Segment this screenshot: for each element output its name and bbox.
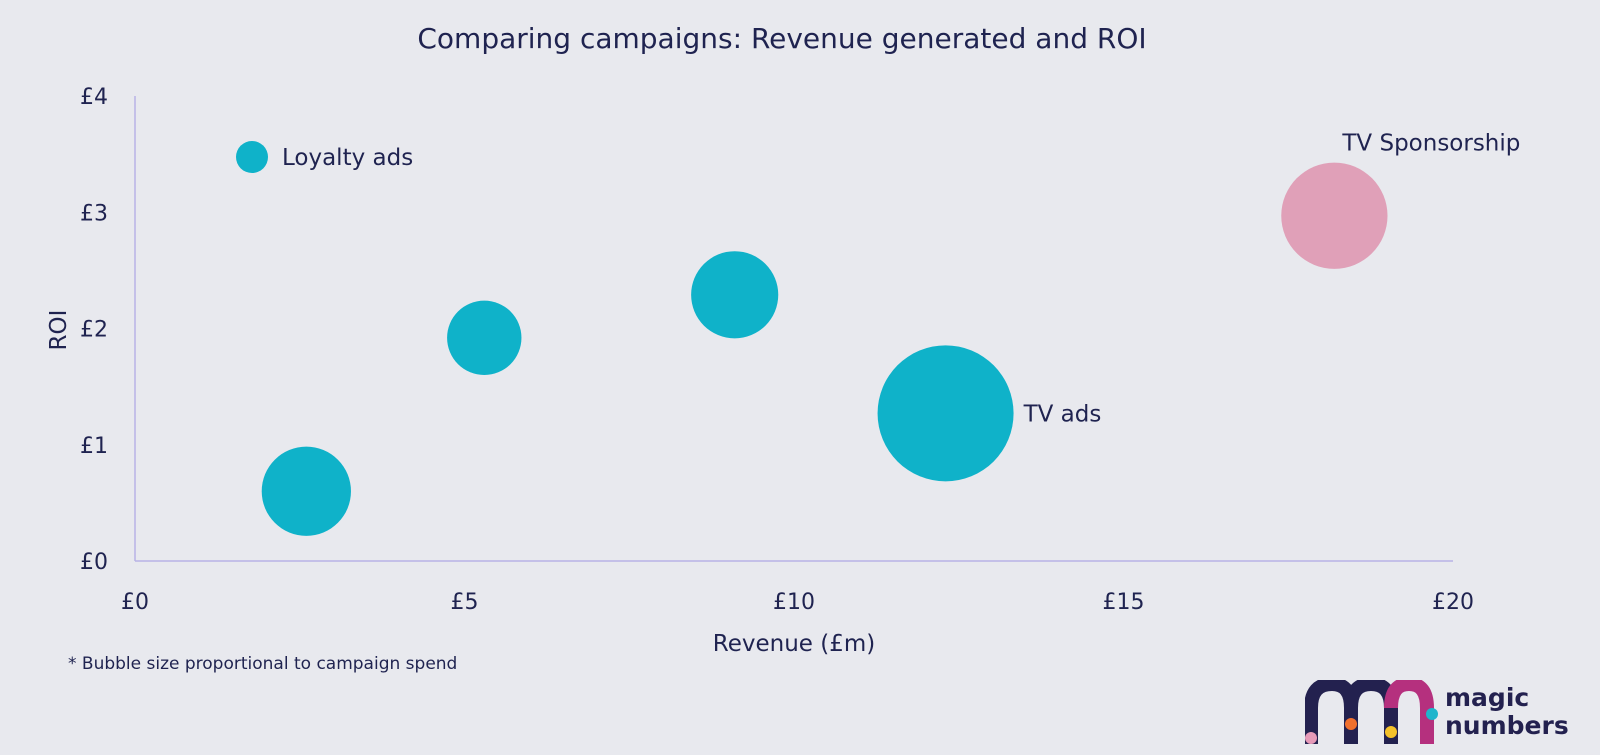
legend-swatch-loyalty-ads bbox=[236, 141, 268, 173]
logo-line-2: numbers bbox=[1445, 711, 1569, 740]
bubble-label-tv-ads: TV ads bbox=[1023, 401, 1102, 427]
logo-line-1: magic bbox=[1445, 683, 1530, 712]
y-axis-label: ROI bbox=[46, 310, 72, 351]
logo-wordmark: magic numbers bbox=[1445, 684, 1569, 740]
x-axis-label: Revenue (£m) bbox=[713, 631, 875, 657]
y-ticks: £0 £1 £2 £3 £4 bbox=[80, 85, 108, 575]
x-tick-label: £15 bbox=[1103, 590, 1145, 615]
bubble-campaign-c bbox=[691, 251, 779, 339]
bubble-tv-sponsorship bbox=[1281, 162, 1388, 269]
magic-numbers-logo-mark bbox=[1304, 676, 1438, 744]
magic-numbers-logo: magic numbers bbox=[1304, 676, 1595, 750]
legend: Loyalty ads bbox=[236, 141, 413, 173]
y-tick-label: £4 bbox=[80, 85, 108, 110]
y-tick-label: £2 bbox=[80, 318, 108, 343]
bubbles: TV ads TV Sponsorship bbox=[261, 131, 1520, 536]
bubble-tv-ads bbox=[877, 345, 1014, 482]
x-tick-label: £5 bbox=[451, 590, 479, 615]
x-tick-label: £10 bbox=[773, 590, 815, 615]
x-tick-label: £20 bbox=[1432, 590, 1474, 615]
bubble-label-tv-sponsorship: TV Sponsorship bbox=[1341, 131, 1520, 157]
legend-label-loyalty-ads: Loyalty ads bbox=[282, 145, 413, 171]
bubble-campaign-b bbox=[447, 300, 522, 375]
footnote: * Bubble size proportional to campaign s… bbox=[68, 654, 458, 674]
bubble-campaign-a bbox=[261, 446, 351, 536]
y-tick-label: £3 bbox=[80, 201, 108, 226]
chart-title: Comparing campaigns: Revenue generated a… bbox=[417, 22, 1146, 55]
x-tick-label: £0 bbox=[121, 590, 149, 615]
x-ticks: £0 £5 £10 £15 £20 bbox=[121, 590, 1474, 615]
y-tick-label: £1 bbox=[80, 434, 108, 459]
y-tick-label: £0 bbox=[80, 550, 108, 575]
